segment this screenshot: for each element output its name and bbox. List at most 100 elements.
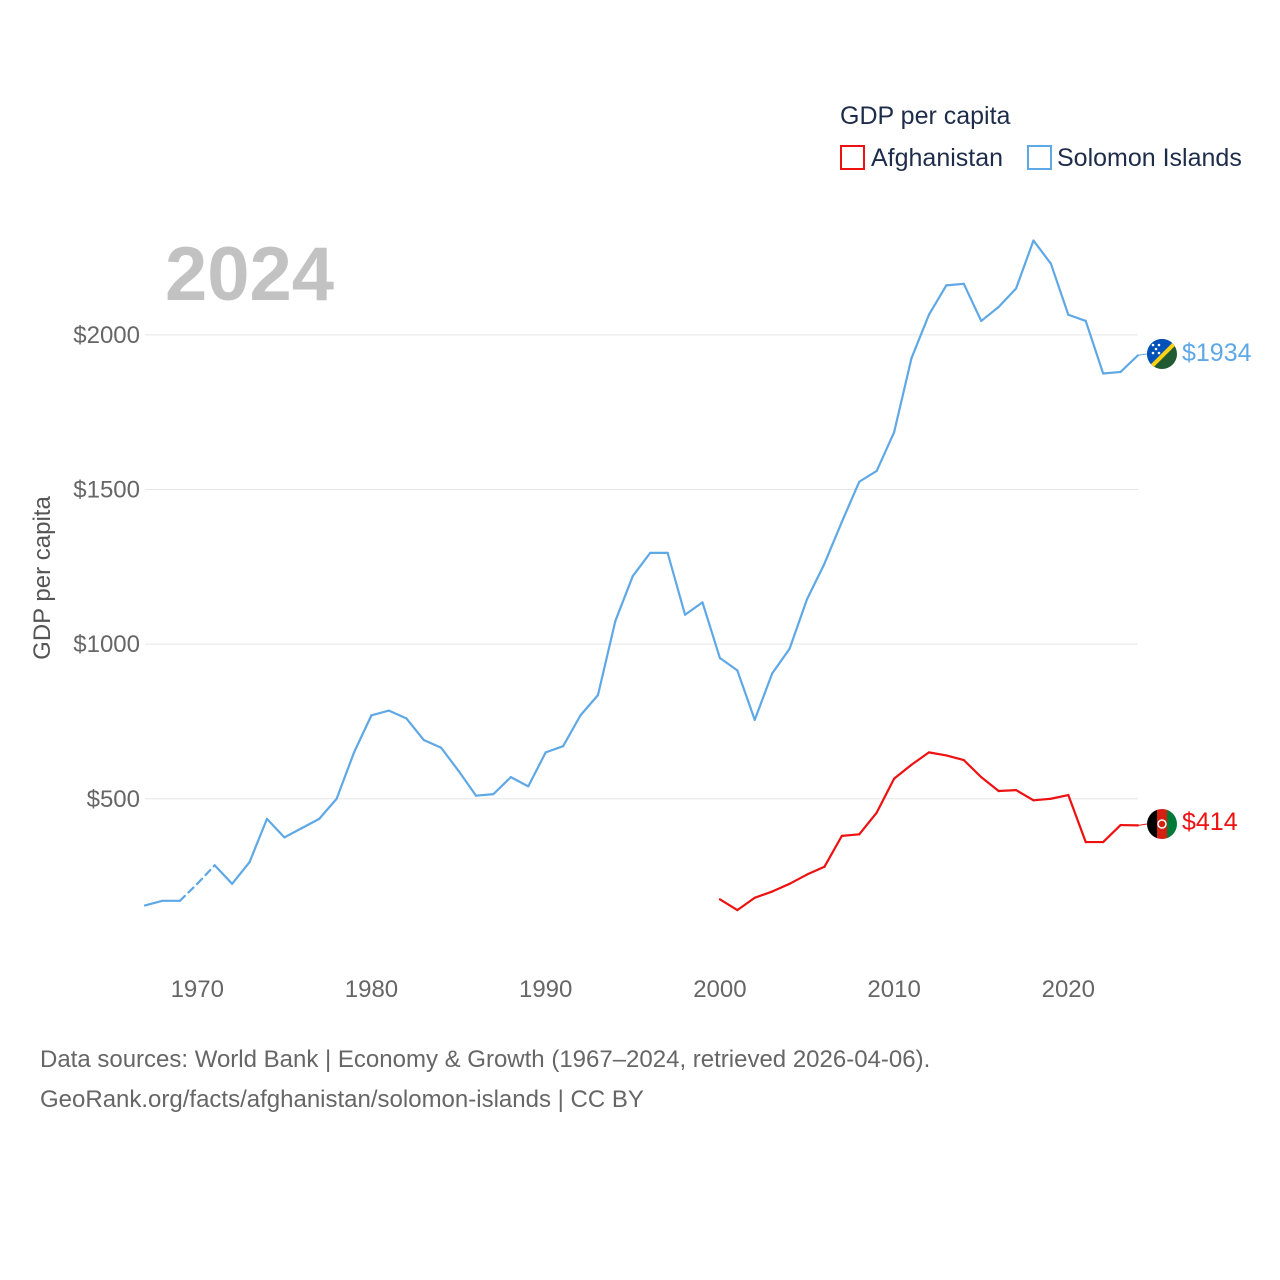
afghanistan-segment [927,751,948,757]
solomon-islands-segment [562,714,582,748]
solomon-islands-segment [196,864,216,885]
legend-item-afghanistan[interactable]: Afghanistan [840,144,1003,172]
afghanistan-segment [788,873,809,885]
series-solomon-islands [143,239,1148,907]
y-tick-label: $1500 [73,476,140,503]
afghanistan-segment [875,777,896,814]
solomon-islands-segment [875,431,896,473]
solomon-islands-segment [387,709,408,720]
solomon-islands-segment [1084,319,1105,375]
solomon-islands-segment [335,751,356,800]
solomon-islands-segment [788,598,809,650]
solomon-islands-segment [823,520,843,565]
x-tick-label: 1990 [519,976,572,1003]
x-tick-label: 2000 [693,976,746,1003]
solomon-islands-segment [544,745,565,754]
source-link[interactable]: GeoRank.org/facts/afghanistan/solomon-is… [40,1086,644,1113]
afghanistan-marker-connector [1137,823,1148,826]
solomon-islands-segment [1032,239,1052,265]
solomon-islands-segment [143,899,164,907]
solomon-islands-segment [300,817,321,830]
solomon-islands-end-value: $1934 [1182,339,1252,367]
solomon-islands-segment [265,817,286,839]
data-source-note: Data sources: World Bank | Economy & Gro… [40,1046,931,1073]
solomon-islands-segment [370,709,390,717]
x-axis: 1970 1980 1990 2000 2010 2020 [171,976,1095,1003]
afghanistan-segment [858,811,878,836]
solomon-islands-segment [771,647,791,675]
afghanistan-segment [718,898,739,912]
afghanistan-segment [1032,797,1052,802]
solomon-islands-segment [840,480,861,524]
solomon-islands-segment [962,282,983,323]
solomon-islands-segment [178,882,199,902]
afghanistan-segment [1067,793,1087,844]
solomon-islands-segment [614,574,634,623]
afghanistan-segment [840,833,861,837]
current-year-label: 2024 [165,232,334,317]
solomon-islands-segment [492,776,512,796]
x-tick-label: 1970 [171,976,224,1003]
solomon-islands-segment [997,287,1018,309]
series-lines [143,239,1148,912]
solomon-islands-segment [893,356,913,434]
solomon-islands-segment [352,714,373,754]
solomon-islands-segment [231,861,251,885]
afghanistan-segment [771,882,791,893]
afghanistan-segment [1049,793,1070,800]
afghanistan-segment [893,763,913,780]
solomon-islands-segment [683,601,704,616]
gridlines [145,334,1138,800]
afghanistan-segment [736,896,756,912]
solomon-islands-segment [1067,313,1087,323]
solomon-islands-segment [596,619,617,697]
x-tick-label: 2010 [867,976,920,1003]
afghanistan-segment [1014,789,1035,802]
solomon-islands-segment [440,746,460,773]
solomon-islands-segment [248,817,269,864]
solomon-islands-segment [1102,370,1122,375]
afghanistan-end-value: $414 [1182,808,1238,836]
solomon-islands-segment [858,469,878,483]
solomon-islands-segment [405,717,425,742]
solomon-islands-segment [1049,262,1070,316]
solomon-islands-segment [805,562,826,601]
footer: Data sources: World Bank | Economy & Gro… [40,1040,930,1120]
afghanistan-segment [980,776,1000,793]
y-tick-label: $500 [87,786,140,813]
afghanistan-segment [997,789,1018,793]
legend: GDP per capita Afghanistan Solomon Islan… [840,102,1242,172]
solomon-islands-segment [527,751,547,788]
solomon-islands-segment [927,284,948,316]
solomon-islands-segment [718,656,739,672]
solomon-islands-flag-icon [1147,339,1177,369]
afghanistan-segment [823,834,843,868]
solomon-islands-segment [701,601,721,660]
y-tick-label: $1000 [73,631,140,658]
solomon-islands-marker-connector [1137,353,1148,356]
solomon-islands-segment [579,694,600,717]
afghanistan-segment [945,754,965,762]
solomon-islands-segment [666,551,687,616]
solomon-islands-segment [422,738,443,749]
solomon-islands-segment [283,827,303,839]
solomon-islands-segment [318,797,338,820]
legend-item-solomon-islands[interactable]: Solomon Islands [1027,144,1242,172]
solomon-islands-segment [736,669,756,721]
afghanistan-segment [910,751,931,766]
legend-swatch-afghanistan [840,145,865,170]
afghanistan-segment [962,758,983,779]
afghanistan-segment [1102,823,1122,844]
solomon-islands-segment [509,776,530,788]
solomon-islands-segment [474,793,495,797]
solomon-islands-segment [457,769,478,797]
legend-swatch-solomon-islands [1027,145,1052,170]
y-axis: $500 $1000 $1500 $2000 [73,322,140,813]
solomon-islands-segment [631,551,652,578]
solomon-islands-segment [945,282,965,287]
legend-title: GDP per capita [840,102,1011,130]
y-tick-label: $2000 [73,322,140,349]
x-tick-label: 2020 [1042,976,1095,1003]
solomon-islands-segment [1014,239,1035,290]
